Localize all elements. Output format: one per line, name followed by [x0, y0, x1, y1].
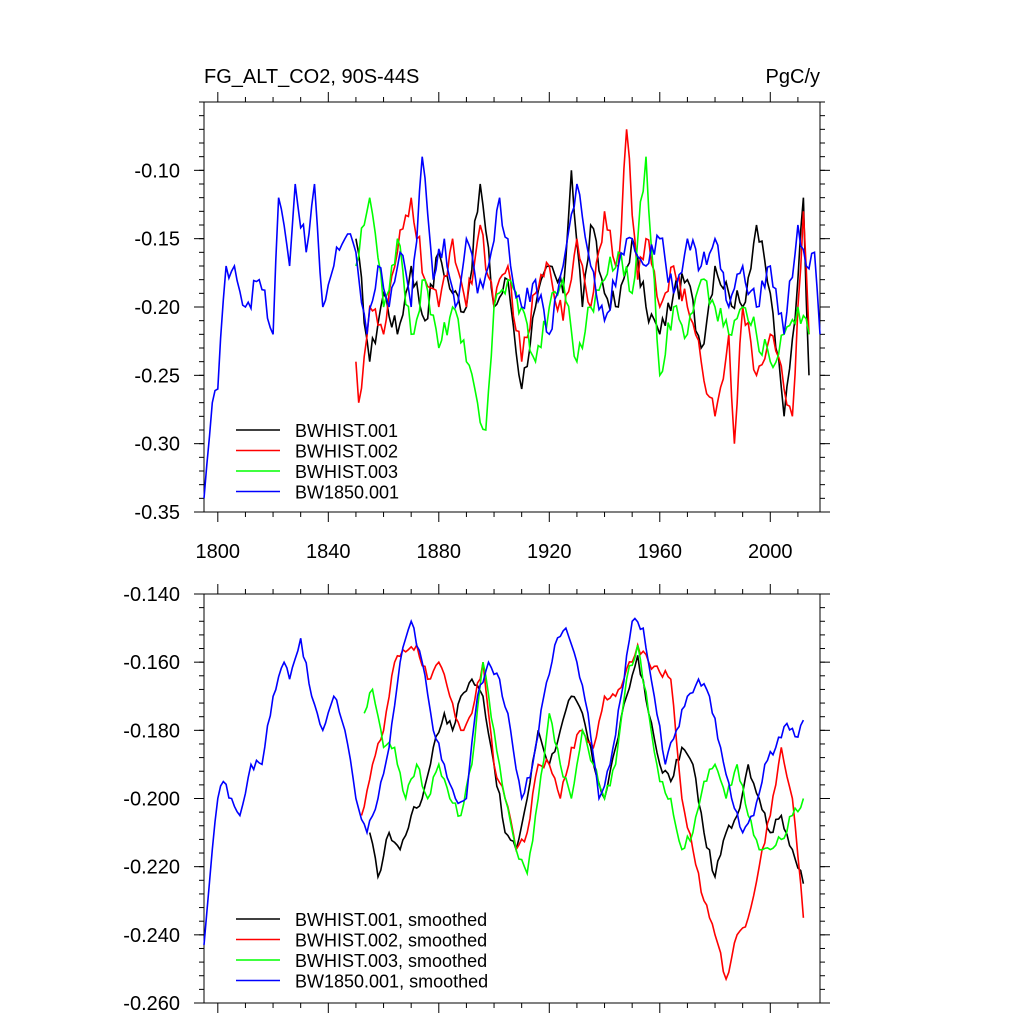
legend-label: BWHIST.001	[295, 421, 398, 441]
y-tick-label: -0.200	[123, 789, 180, 811]
legend-label: BWHIST.002, smoothed	[295, 931, 487, 951]
bottom-series-group	[203, 617, 805, 982]
y-tick-label: -0.160	[123, 652, 180, 674]
series-line-bw1850-001	[203, 156, 821, 499]
y-tick-label: -0.15	[134, 229, 180, 251]
x-tick-label: 1960	[638, 541, 683, 563]
legend-label: BWHIST.003	[295, 462, 398, 482]
series-line-bwhist-003-smoothed	[363, 644, 805, 877]
top-series-group	[203, 129, 821, 499]
x-tick-label: 2000	[748, 541, 793, 563]
legend-label: BWHIST.003, smoothed	[295, 951, 487, 971]
x-tick-label: 1800	[196, 541, 241, 563]
series-line-bwhist-001	[355, 170, 810, 417]
series-line-bw1850-001-smoothed	[203, 617, 805, 946]
x-tick-label: 1880	[417, 541, 462, 563]
y-tick-label: -0.140	[123, 584, 180, 606]
x-tick-label: 1920	[527, 541, 572, 563]
y-tick-label: -0.240	[123, 925, 180, 947]
y-tick-label: -0.35	[134, 502, 180, 524]
y-tick-label: -0.20	[134, 297, 180, 319]
y-tick-label: -0.220	[123, 857, 180, 879]
bottom-axes: -0.260 -0.240 -0.220 -0.200 -0.180 -0.160 -0.1…	[123, 584, 830, 1015]
y-tick-label: -0.180	[123, 720, 180, 742]
top-axes: 1800 1840 1880 1920 1960 2000 -0.35 -0.30 -0.25 -…	[134, 92, 830, 563]
legend-label: BWHIST.001, smoothed	[295, 910, 487, 930]
series-line-bwhist-003	[355, 156, 810, 432]
y-tick-label: -0.25	[134, 365, 180, 387]
legend-label: BWHIST.002	[295, 442, 398, 462]
series-line-bwhist-001-smoothed	[368, 655, 805, 884]
y-tick-label: -0.10	[134, 160, 180, 182]
top-chart-units: PgC/y	[766, 66, 820, 88]
series-line-bwhist-002	[355, 129, 810, 444]
top-chart-title: FG_ALT_CO2, 90S-44S	[204, 66, 419, 88]
y-tick-label: -0.30	[134, 434, 180, 456]
legend-label: BW1850.001	[295, 483, 399, 503]
x-tick-label: 1840	[306, 541, 351, 563]
y-tick-label: -0.260	[123, 993, 180, 1015]
top-chart: FG_ALT_CO2, 90S-44S PgC/y 1800 1840 1880 19…	[134, 66, 830, 563]
legend-label: BW1850.001, smoothed	[295, 972, 488, 992]
bottom-chart: -0.260 -0.240 -0.220 -0.200 -0.180 -0.160 -0.1…	[123, 584, 830, 1015]
